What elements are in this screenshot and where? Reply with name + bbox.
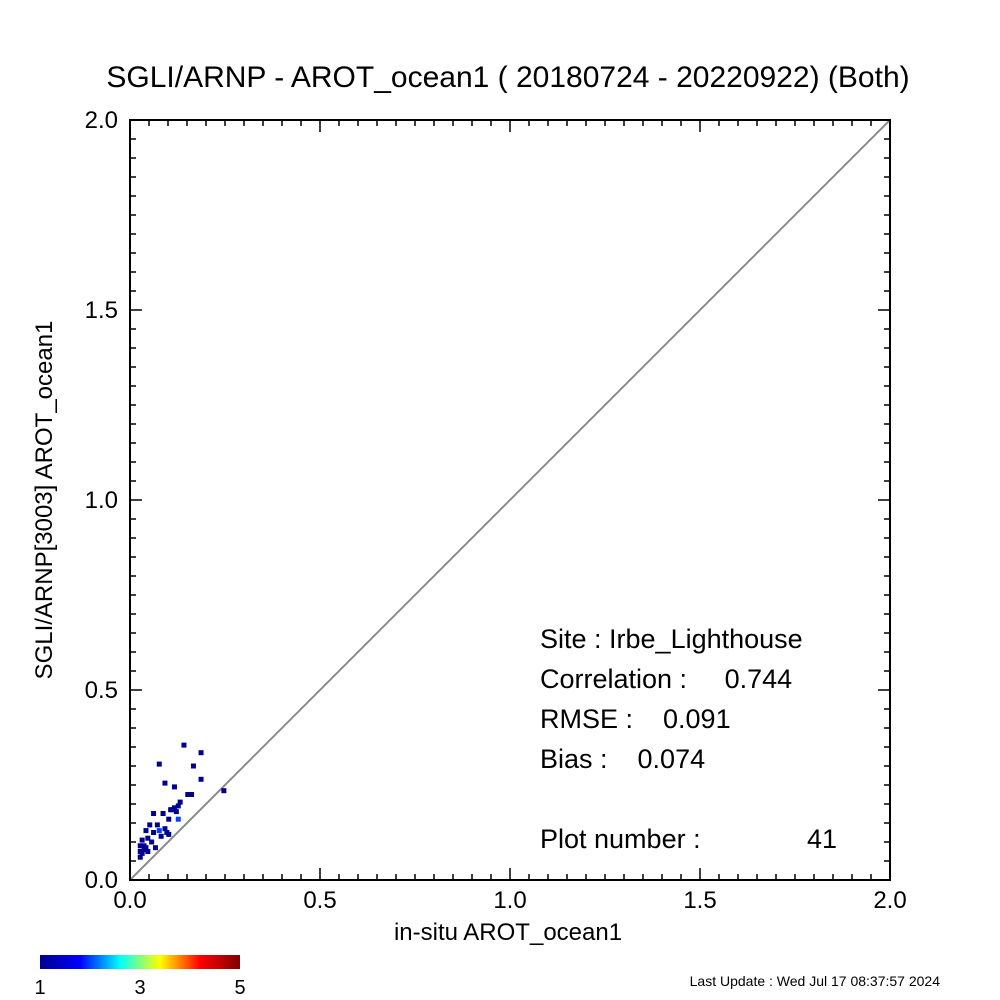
- scatter-point: [198, 776, 204, 782]
- scatter-point: [147, 822, 153, 828]
- scatter-point: [154, 822, 160, 828]
- one-to-one-line: [129, 119, 891, 881]
- scatter-points: [137, 742, 227, 860]
- colorbar: [40, 955, 240, 969]
- scatter-point: [156, 828, 162, 834]
- colorbar-mid-label: 3: [134, 977, 145, 999]
- scatter-point: [171, 805, 177, 811]
- scatter-point: [151, 811, 157, 816]
- x-tick-label: 0.0: [113, 887, 146, 914]
- scatter-point: [190, 763, 196, 769]
- scatter-point: [158, 833, 164, 839]
- x-tick-label: 2.0: [873, 887, 906, 914]
- stats-plot-number-value: 41: [807, 824, 837, 854]
- scatter-point: [143, 828, 149, 834]
- scatter-point: [181, 742, 187, 748]
- tick-labels: 0.0 0.5 1.0 1.5 2.0 0.0 0.5 1.0 1.5 2.0: [85, 107, 907, 914]
- scatter-point: [149, 839, 155, 845]
- scatter-point: [198, 750, 204, 756]
- last-update-text: Last Update : Wed Jul 17 08:37:57 2024: [690, 973, 941, 989]
- stats-plot-number: Plot number :: [540, 824, 701, 854]
- y-tick-label: 1.0: [85, 487, 118, 514]
- x-tick-label: 1.0: [493, 887, 526, 914]
- x-tick-label: 1.5: [683, 887, 716, 914]
- scatter-point: [139, 850, 145, 856]
- scatter-point: [137, 854, 143, 860]
- scatter-point: [145, 849, 151, 854]
- scatter-point: [221, 788, 227, 794]
- stats-bias: Bias : 0.074: [540, 744, 705, 774]
- scatter-point: [151, 830, 157, 835]
- scatter-point: [137, 843, 143, 849]
- plot-frame: [129, 119, 891, 881]
- colorbar-max-label: 5: [234, 977, 245, 999]
- chart-title: SGLI/ARNP - AROT_ocean1 ( 20180724 - 202…: [106, 61, 909, 94]
- scatter-point: [166, 831, 172, 837]
- scatter-point: [173, 809, 179, 815]
- scatter-point: [185, 792, 191, 797]
- scatter-point: [166, 816, 172, 822]
- y-tick-label: 2.0: [85, 107, 118, 134]
- scatter-point: [160, 811, 166, 816]
- y-axis-label: SGLI/ARNP[3003] AROT_ocean1: [31, 321, 58, 680]
- scatter-point: [145, 835, 151, 841]
- stats-box: Site : Irbe_Lighthouse Correlation : 0.7…: [540, 624, 837, 854]
- y-tick-label: 1.5: [85, 297, 118, 324]
- x-tick-label: 0.5: [303, 887, 336, 914]
- scatter-point: [152, 845, 158, 851]
- scatter-point: [162, 826, 168, 832]
- scatter-point: [139, 837, 145, 843]
- scatter-point: [156, 761, 162, 767]
- stats-rmse: RMSE : 0.091: [540, 704, 731, 734]
- stats-site: Site : Irbe_Lighthouse: [540, 624, 803, 654]
- stats-correlation: Correlation : 0.744: [540, 664, 792, 694]
- scatter-point: [171, 784, 177, 790]
- scatter-point: [175, 816, 181, 822]
- scatter-point: [143, 845, 149, 851]
- scatter-point: [162, 780, 168, 786]
- scatter-point: [189, 792, 195, 797]
- scatter-point: [177, 799, 183, 805]
- x-axis-label: in-situ AROT_ocean1: [394, 919, 622, 946]
- scatter-point: [175, 803, 181, 809]
- colorbar-min-label: 1: [34, 977, 45, 999]
- y-tick-label: 0.0: [85, 867, 118, 894]
- y-tick-label: 0.5: [85, 677, 118, 704]
